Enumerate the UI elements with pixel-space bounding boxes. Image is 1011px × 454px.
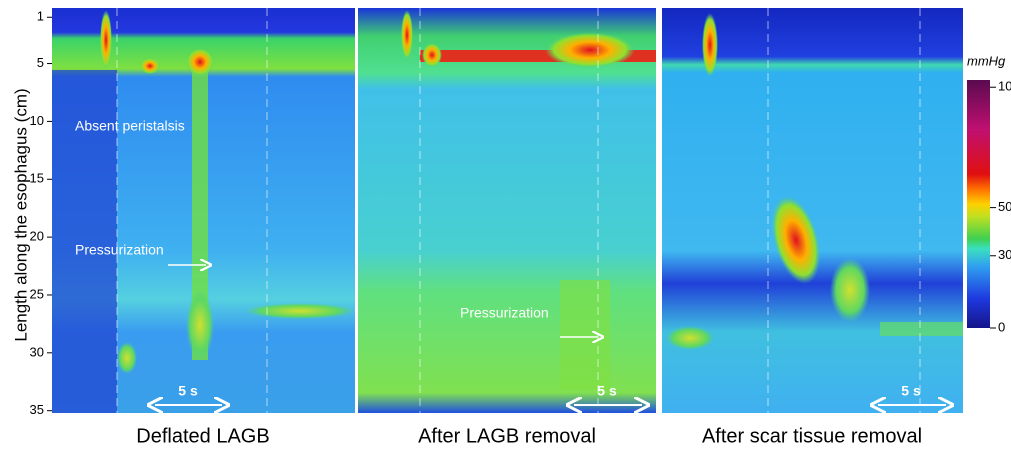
scale-label: 5 s: [901, 383, 921, 399]
panel-title: After LAGB removal: [418, 425, 596, 447]
y-tick-label: 25: [30, 286, 44, 301]
annotation: Absent peristalsis: [75, 118, 185, 134]
y-tick-label: 30: [30, 344, 44, 359]
annotation: Pressurization: [75, 242, 164, 258]
y-tick-label: 1: [37, 9, 44, 24]
figure: Length along the esophagus (cm) mmHg 151…: [0, 0, 1011, 454]
scale-label: 5 s: [178, 383, 198, 399]
y-tick-label: 35: [30, 402, 44, 417]
colorbar-tick-label: 100: [998, 79, 1011, 94]
colorbar-unit: mmHg: [967, 53, 1006, 68]
panel-title: Deflated LAGB: [136, 425, 269, 447]
y-tick-label: 10: [30, 113, 44, 128]
colorbar-tick-label: 0: [998, 319, 1005, 334]
colorbar-tick-label: 50: [998, 199, 1011, 214]
annotation: Pressurization: [460, 305, 549, 321]
y-tick-label: 15: [30, 171, 44, 186]
panel-title: After scar tissue removal: [702, 425, 922, 447]
colorbar: [967, 80, 990, 328]
scale-label: 5 s: [597, 383, 617, 399]
y-tick-label: 20: [30, 229, 44, 244]
y-tick-label: 5: [37, 55, 44, 70]
y-axis-label: Length along the esophagus (cm): [11, 88, 30, 341]
colorbar-tick-label: 30: [998, 247, 1011, 262]
